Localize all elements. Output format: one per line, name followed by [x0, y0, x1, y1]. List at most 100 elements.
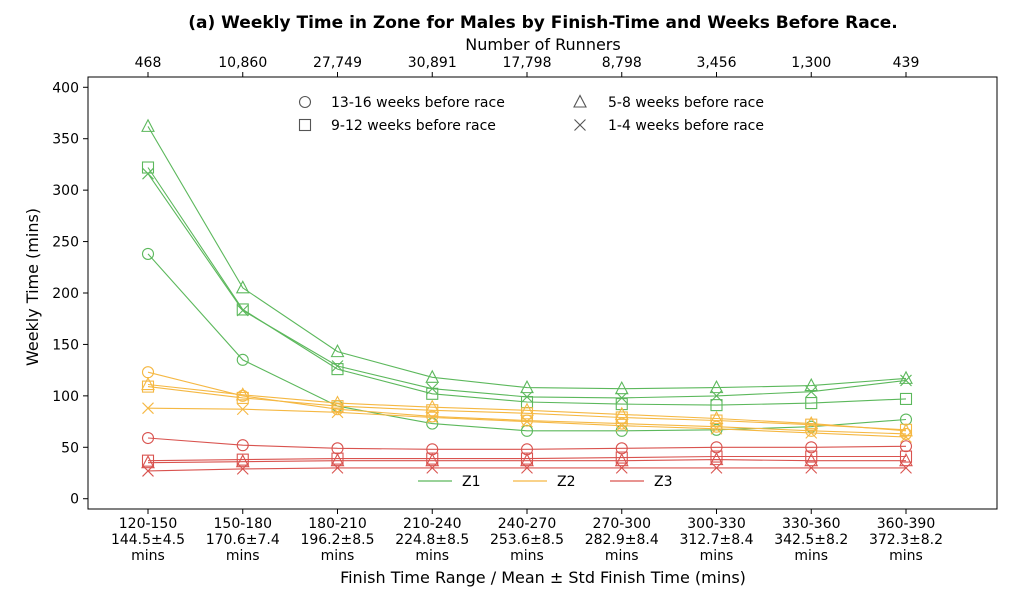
- data-point-z2-triangle: [709, 410, 724, 425]
- x-tick-label-line: mins: [889, 548, 923, 564]
- x-tick-label-line: 330-360: [782, 516, 841, 532]
- legend-marker-square: [298, 118, 312, 132]
- data-point-z1-triangle: [709, 379, 724, 394]
- x-tick-label-line: 180-210: [308, 516, 367, 532]
- data-point-z3-triangle: [804, 452, 819, 467]
- top-x-tick-label: 3,456: [696, 55, 736, 71]
- data-point-z3-triangle: [141, 455, 155, 469]
- data-point-z2-triangle: [141, 376, 155, 391]
- x-tick-label: 300-330 312.7±8.4 mins: [679, 516, 753, 564]
- data-point-z1-x: [521, 390, 533, 403]
- x-tick-label-line: mins: [415, 548, 449, 564]
- data-point-z2-triangle: [330, 395, 345, 409]
- legend-marker-circle: [298, 95, 312, 109]
- data-point-z2-triangle: [804, 415, 819, 430]
- data-point-z2-triangle: [235, 387, 250, 401]
- data-point-z1-x: [331, 360, 344, 372]
- data-point-z1-square: [331, 363, 344, 376]
- data-point-z1-x: [236, 304, 249, 317]
- data-point-z3-triangle: [614, 452, 629, 467]
- data-point-z3-triangle: [235, 453, 250, 468]
- x-tick-label-line: mins: [131, 548, 165, 564]
- data-point-z2-x: [236, 403, 249, 416]
- x-tick-label-line: mins: [510, 548, 544, 564]
- data-point-z2-x: [426, 411, 439, 424]
- legend-zone-label: Z3: [654, 474, 673, 490]
- x-tick-label: 120-150 144.5±4.5 mins: [111, 516, 185, 564]
- top-x-tick-label: 27,749: [313, 55, 362, 71]
- data-point-z2-circle: [615, 417, 628, 430]
- data-point-z1-x: [900, 374, 912, 387]
- data-point-z2-triangle: [520, 402, 534, 416]
- data-point-z3-square: [805, 450, 818, 463]
- data-point-z1-circle: [141, 247, 155, 260]
- data-point-z3-circle: [141, 431, 155, 445]
- legend-marker-label: 1-4 weeks before race: [608, 118, 764, 134]
- x-tick-label: 330-360 342.5±8.2 mins: [774, 516, 848, 564]
- x-tick-label-line: mins: [794, 548, 828, 564]
- x-tick-label: 150-180 170.6±7.4 mins: [206, 516, 280, 564]
- y-tick-label: 400: [52, 80, 79, 96]
- x-tick-label-line: 224.8±8.5: [395, 532, 469, 548]
- x-tick-label-line: 210-240: [403, 516, 462, 532]
- x-tick-label-line: 170.6±7.4: [206, 532, 280, 548]
- data-point-z1-triangle: [899, 370, 913, 384]
- series-line-z3-triangle: [147, 459, 906, 464]
- data-point-z3-x: [805, 461, 818, 474]
- y-tick-label: 300: [52, 183, 79, 199]
- x-tick-label-line: mins: [321, 548, 355, 564]
- data-point-z1-circle: [236, 353, 249, 366]
- y-tick-label: 50: [61, 440, 79, 456]
- data-point-z3-square: [899, 450, 913, 463]
- y-tick-label: 150: [52, 337, 79, 353]
- legend-marker-triangle: [573, 94, 587, 108]
- legend-layer: 13-16 weeks before race 9-12 weeks before…: [298, 94, 764, 490]
- data-point-z2-x: [521, 415, 533, 428]
- x-tick-label-line: 144.5±4.5: [111, 532, 185, 548]
- series-line-z2-triangle: [147, 383, 907, 432]
- data-point-z1-x: [142, 167, 154, 180]
- data-point-z1-circle: [520, 424, 534, 437]
- series-line-z1-triangle: [147, 126, 907, 390]
- y-tick-label: 200: [52, 286, 79, 302]
- x-tick-label-line: 196.2±8.5: [300, 532, 374, 548]
- data-point-z3-triangle: [330, 452, 345, 467]
- top-x-tick-label: 17,798: [503, 55, 552, 71]
- x-tick-label-line: 120-150: [119, 516, 178, 532]
- series-line-z1-x: [147, 173, 907, 399]
- x-tick-label-line: mins: [226, 548, 260, 564]
- data-point-z1-triangle: [425, 369, 440, 383]
- x-tick-label: 240-270 253.6±8.5 mins: [490, 516, 564, 564]
- data-point-z1-x: [710, 389, 723, 402]
- data-point-z3-triangle: [520, 452, 534, 467]
- x-tick-label-line: 300-330: [687, 516, 746, 532]
- data-point-z1-triangle: [330, 343, 345, 358]
- data-point-z3-square: [710, 450, 723, 463]
- x-tick-label: 270-300 282.9±8.4 mins: [585, 516, 659, 564]
- data-point-z1-triangle: [804, 377, 819, 392]
- x-axis-label: Finish Time Range / Mean ± Std Finish Ti…: [340, 568, 746, 587]
- x-tick-label-line: 360-390: [877, 516, 936, 532]
- x-tick-label: 210-240 224.8±8.5 mins: [395, 516, 469, 564]
- data-point-z2-circle: [710, 420, 723, 433]
- y-tick-label: 350: [52, 132, 79, 148]
- x-tick-label: 360-390 372.3±8.2 mins: [869, 516, 943, 564]
- data-point-z2-circle: [805, 424, 818, 437]
- x-tick-label-line: mins: [700, 548, 734, 564]
- data-point-z2-x: [331, 406, 344, 419]
- series-layer: [141, 118, 913, 477]
- x-tick-label-line: 240-270: [498, 516, 557, 532]
- data-point-z1-x: [615, 392, 628, 404]
- series-line-z2-square: [147, 386, 907, 431]
- data-point-z2-triangle: [425, 399, 440, 413]
- data-point-z1-x: [805, 385, 818, 398]
- data-point-z1-circle: [710, 423, 723, 436]
- legend-marker-x: [574, 119, 586, 131]
- top-x-tick-label: 10,860: [218, 55, 267, 71]
- data-point-z3-x: [142, 465, 154, 477]
- top-x-tick-label: 439: [893, 55, 920, 71]
- data-point-z2-square: [710, 414, 723, 427]
- y-axis-label: Weekly Time (mins): [23, 208, 42, 366]
- data-point-z2-x: [615, 419, 628, 432]
- data-point-z3-triangle: [709, 451, 724, 466]
